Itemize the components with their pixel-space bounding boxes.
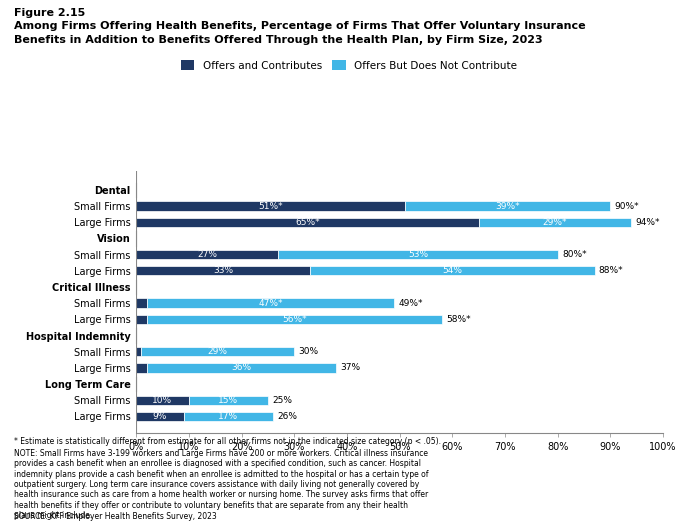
Bar [310,266,595,276]
Text: 25%: 25% [272,396,292,405]
Text: 47%*: 47%* [258,299,283,308]
Text: 58%*: 58%* [446,315,470,324]
Legend: Offers and Contributes, Offers But Does Not Contribute: Offers and Contributes, Offers But Does … [181,60,517,70]
Bar [184,412,273,421]
Bar [136,299,147,308]
Text: Benefits in Addition to Benefits Offered Through the Health Plan, by Firm Size, : Benefits in Addition to Benefits Offered… [14,35,542,45]
Text: 39%*: 39%* [496,202,520,211]
Bar [479,217,632,227]
Text: 27%: 27% [198,250,217,259]
Text: * Estimate is statistically different from estimate for all other firms not in t: * Estimate is statistically different fr… [14,437,441,446]
Bar [136,347,142,356]
Bar [188,396,268,405]
Text: 56%*: 56%* [282,315,306,324]
Text: 15%: 15% [218,396,239,405]
Bar [136,314,147,324]
Bar [147,314,442,324]
Bar [405,201,610,211]
Bar [279,250,558,259]
Text: 53%: 53% [408,250,428,259]
Text: 17%: 17% [218,412,239,421]
Text: 30%: 30% [299,347,318,356]
Bar [147,363,336,373]
Text: 51%*: 51%* [258,202,283,211]
Bar [142,347,295,356]
Text: 29%: 29% [208,347,228,356]
Text: 29%*: 29%* [543,218,567,227]
Text: 49%*: 49%* [399,299,423,308]
Text: 33%: 33% [213,266,233,275]
Text: SOURCE: KFF Employer Health Benefits Survey, 2023: SOURCE: KFF Employer Health Benefits Sur… [14,512,216,521]
Text: 36%: 36% [232,363,251,372]
Bar [147,299,394,308]
Text: 80%*: 80%* [562,250,586,259]
Text: 9%: 9% [153,412,167,421]
Bar [136,266,310,276]
Text: Figure 2.15: Figure 2.15 [14,8,85,18]
Text: 65%*: 65%* [295,218,320,227]
Bar [136,396,188,405]
Text: 10%: 10% [152,396,172,405]
Text: Among Firms Offering Health Benefits, Percentage of Firms That Offer Voluntary I: Among Firms Offering Health Benefits, Pe… [14,21,586,31]
Text: NOTE: Small Firms have 3-199 workers and Large Firms have 200 or more workers. C: NOTE: Small Firms have 3-199 workers and… [14,449,429,520]
Text: 26%: 26% [277,412,297,421]
Bar [136,412,184,421]
Text: 94%*: 94%* [636,218,660,227]
Bar [136,250,279,259]
Bar [136,217,479,227]
Text: 54%: 54% [443,266,462,275]
Text: 37%: 37% [341,363,361,372]
Text: 90%*: 90%* [615,202,639,211]
Bar [136,363,147,373]
Text: 88%*: 88%* [599,266,623,275]
Bar [136,201,405,211]
